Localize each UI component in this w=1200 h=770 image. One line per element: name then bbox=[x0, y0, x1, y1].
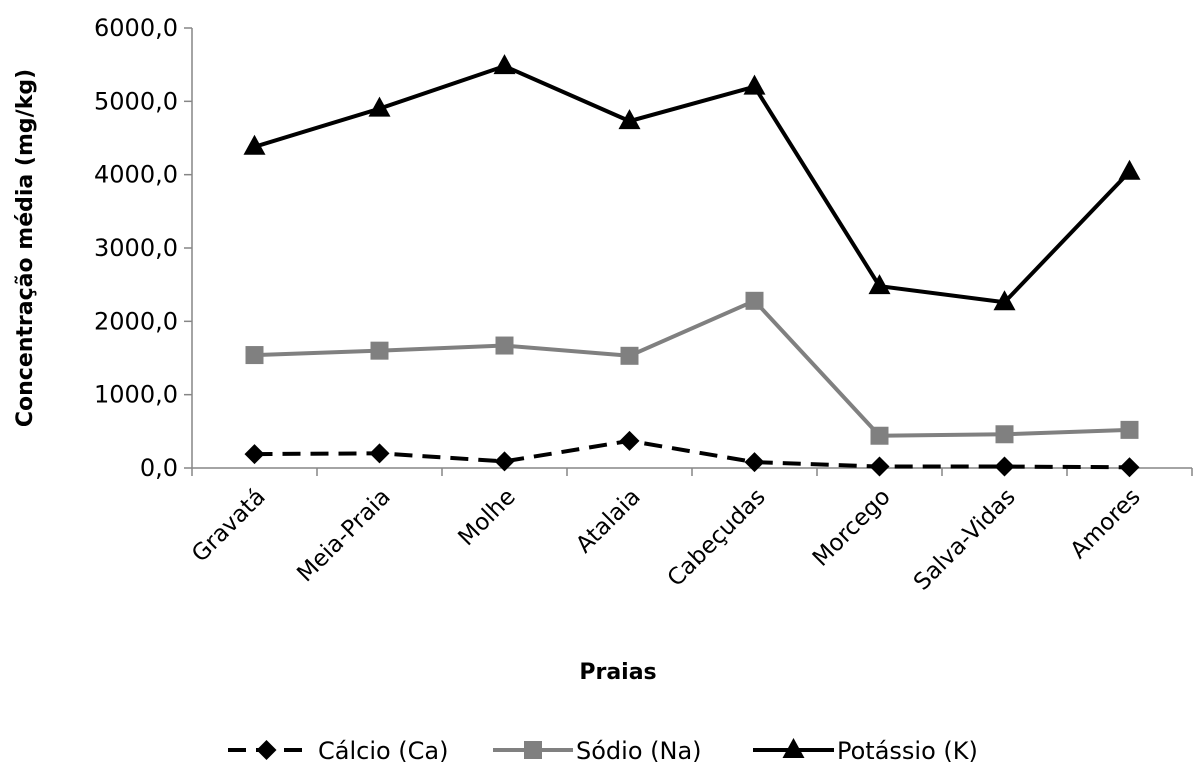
data-point bbox=[370, 341, 389, 360]
data-point bbox=[245, 346, 264, 365]
legend-marker bbox=[256, 740, 277, 760]
data-point bbox=[868, 274, 891, 295]
series-0 bbox=[244, 430, 1140, 478]
data-point bbox=[495, 336, 514, 355]
x-axis-title: Praias bbox=[579, 660, 656, 685]
data-point bbox=[869, 456, 890, 477]
data-point bbox=[620, 346, 639, 365]
y-tick-label: 0,0 bbox=[140, 454, 178, 482]
data-point bbox=[369, 443, 390, 464]
legend-label: Cálcio (Ca) bbox=[318, 737, 449, 765]
series-line bbox=[253, 64, 1131, 305]
y-tick-label: 3000,0 bbox=[94, 234, 178, 262]
series-2 bbox=[243, 54, 1141, 311]
legend-marker bbox=[782, 738, 805, 758]
legend-item: Cálcio (Ca) bbox=[228, 737, 449, 765]
data-point bbox=[1120, 420, 1139, 439]
data-point bbox=[993, 290, 1016, 311]
x-tick-label: Molhe bbox=[454, 484, 521, 551]
series bbox=[243, 54, 1141, 478]
legend-marker bbox=[524, 741, 542, 759]
y-tick-label: 2000,0 bbox=[94, 307, 178, 335]
data-point bbox=[745, 291, 764, 310]
data-point bbox=[368, 96, 391, 117]
x-tick-label: Morcego bbox=[808, 484, 896, 572]
series-line bbox=[254, 438, 1130, 470]
series-line bbox=[254, 298, 1130, 438]
legend-item: Potássio (K) bbox=[753, 737, 978, 765]
series-1 bbox=[245, 291, 1139, 445]
legend-item: Sódio (Na) bbox=[493, 737, 702, 765]
y-tick-label: 1000,0 bbox=[94, 381, 178, 409]
data-point bbox=[493, 54, 516, 75]
y-axis: 0,0 1000,0 2000,0 3000,0 4000,0 5000,0 6000,0 bbox=[94, 14, 193, 482]
y-tick-label: 5000,0 bbox=[94, 87, 178, 115]
data-point bbox=[1119, 457, 1140, 478]
data-point bbox=[744, 452, 765, 473]
x-tick-label: Cabeçudas bbox=[663, 484, 771, 592]
data-point bbox=[743, 74, 766, 95]
legend-label: Potássio (K) bbox=[837, 737, 978, 765]
data-point bbox=[619, 430, 640, 451]
x-tick-label: Amores bbox=[1066, 484, 1146, 564]
y-tick-label: 6000,0 bbox=[94, 14, 178, 42]
x-tick-label: Salva-Vidas bbox=[909, 484, 1021, 596]
x-tick-label: Atalaia bbox=[571, 484, 646, 559]
data-point bbox=[244, 444, 265, 465]
legend-label: Sódio (Na) bbox=[576, 737, 702, 765]
data-point bbox=[618, 109, 641, 130]
data-point bbox=[494, 451, 515, 472]
data-point bbox=[243, 134, 266, 155]
data-point bbox=[1118, 159, 1141, 180]
y-tick-label: 4000,0 bbox=[94, 161, 178, 189]
x-axis: Gravatá Meia-Praia Molhe Atalaia Cabeçudas Mo… bbox=[187, 467, 1193, 596]
y-axis-title: Concentração média (mg/kg) bbox=[13, 69, 38, 427]
x-tick-label: Meia-Praia bbox=[292, 484, 395, 587]
data-point bbox=[994, 456, 1015, 477]
data-point bbox=[870, 426, 889, 445]
data-point bbox=[995, 425, 1014, 444]
x-tick-label: Gravatá bbox=[187, 484, 271, 568]
legend: Cálcio (Ca) Sódio (Na) Potássio (K) bbox=[228, 737, 978, 765]
